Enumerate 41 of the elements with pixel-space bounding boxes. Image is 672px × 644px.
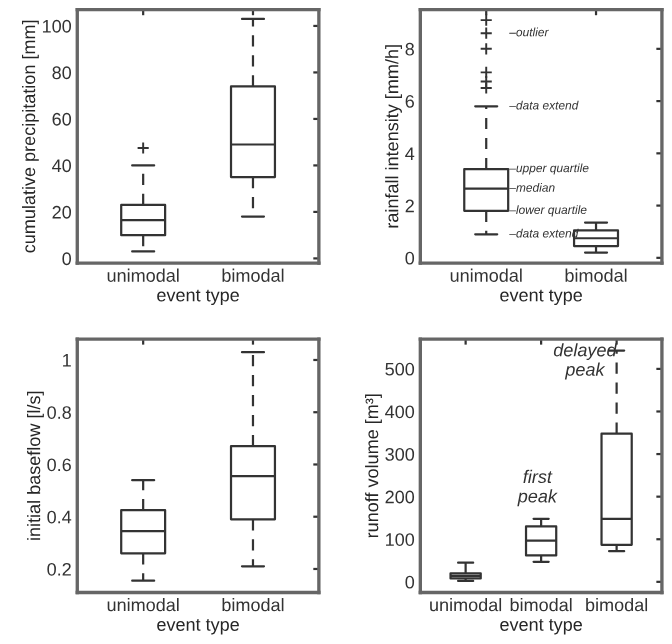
annotation: first peak — [517, 469, 558, 507]
x-tick-label: unimodal — [430, 598, 502, 612]
y-tick-label: 0 — [62, 252, 72, 266]
y-tick-label: 40 — [52, 159, 72, 173]
x-axis-title: event type — [157, 619, 239, 635]
y-tick-label: 6 — [405, 95, 414, 108]
y-tick-label: 0.6 — [47, 458, 71, 472]
y-axis-title: initial baseflow [l/s] — [27, 391, 44, 540]
x-axis-title: event type — [500, 619, 582, 635]
y-tick-label: 8 — [405, 42, 414, 56]
y-tick-label: 100 — [386, 533, 415, 546]
y-tick-label: 400 — [385, 405, 415, 419]
y-tick-label: 1 — [63, 354, 71, 367]
x-tick-label: bimodal — [222, 598, 284, 612]
y-tick-label: 200 — [385, 490, 415, 504]
y-tick-label: 0.4 — [47, 510, 72, 524]
y-tick-label: 300 — [385, 448, 415, 461]
x-tick-label: unimodal — [450, 268, 522, 282]
y-axis-title: runoff volume [m³] — [365, 394, 382, 538]
y-axis-title: cumulative precipitation [mm] — [21, 20, 39, 253]
x-tick-label: bimodal — [510, 598, 572, 612]
x-tick-label: bimodal — [565, 268, 627, 282]
x-tick-label: unimodal — [107, 598, 179, 612]
y-tick-label: 20 — [52, 205, 72, 219]
x-tick-label: unimodal — [107, 268, 179, 282]
x-axis-title: event type — [157, 289, 239, 306]
y-tick-label: 80 — [52, 66, 72, 80]
x-tick-label: bimodal — [586, 598, 648, 612]
annotation: delayed peak — [553, 343, 618, 380]
x-tick-label: bimodal — [222, 268, 284, 282]
y-tick-label: 500 — [385, 362, 415, 376]
y-axis-title: rainfall intensity [mm/h] — [385, 45, 402, 228]
y-tick-label: 60 — [52, 112, 72, 126]
y-tick-label: 0 — [405, 575, 415, 589]
y-tick-label: 0 — [405, 251, 415, 265]
y-tick-label: 0.8 — [47, 406, 71, 419]
y-tick-label: 2 — [405, 199, 414, 213]
y-tick-label: 100 — [42, 19, 72, 33]
y-tick-label: 4 — [405, 147, 415, 160]
y-tick-label: 0.2 — [47, 562, 71, 576]
x-axis-title: event type — [500, 289, 582, 306]
